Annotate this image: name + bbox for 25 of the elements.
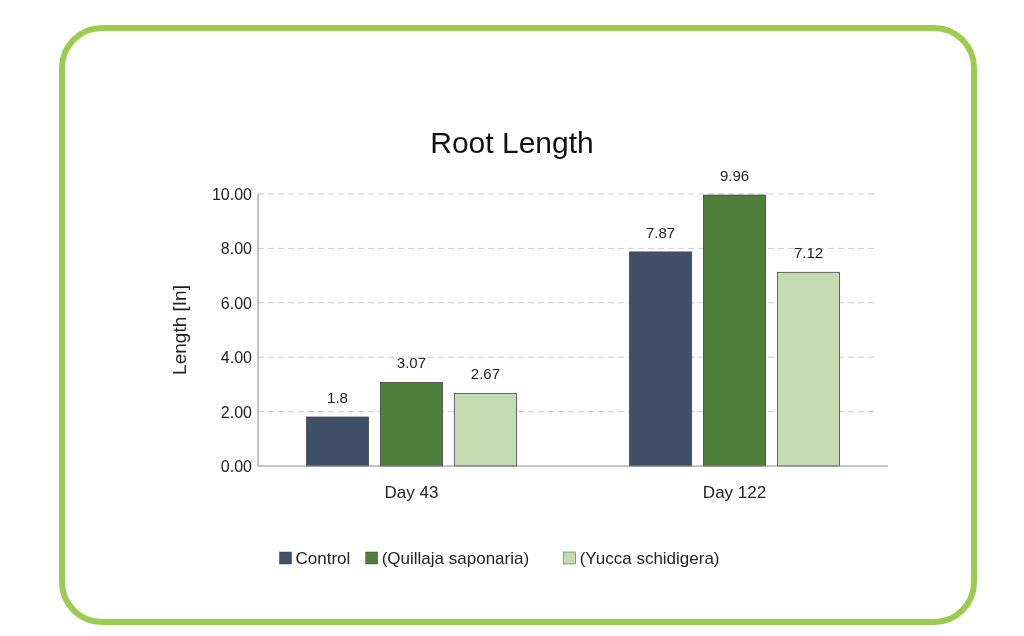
data-label: 7.12 xyxy=(793,244,824,262)
y-tick-label: 2.00 xyxy=(220,403,253,421)
data-label: 2.67 xyxy=(470,365,501,383)
y-tick-label: 4.00 xyxy=(220,349,253,367)
chart-title: Root Length xyxy=(430,126,594,159)
legend-label: (Yucca schidigera) xyxy=(579,549,720,568)
data-label: 7.87 xyxy=(645,223,676,241)
data-label: 1.8 xyxy=(327,389,348,407)
legend-label: Control xyxy=(295,549,351,568)
x-tick-label: Day 122 xyxy=(702,483,767,502)
data-label: 3.07 xyxy=(396,354,427,372)
y-tick-label: 6.00 xyxy=(220,294,253,312)
y-tick-label: 8.00 xyxy=(220,240,253,258)
bar xyxy=(380,382,443,467)
bar xyxy=(777,271,840,467)
y-axis-title: Length [In] xyxy=(169,285,190,375)
x-tick-label: Day 43 xyxy=(384,483,439,502)
legend-label: (Quillaja saponaria) xyxy=(381,549,530,568)
y-tick-label: 0.00 xyxy=(220,458,253,475)
data-label: 9.96 xyxy=(719,167,750,185)
y-tick-label: 10.00 xyxy=(211,186,253,203)
bar xyxy=(629,251,693,467)
bar xyxy=(703,194,766,467)
bar xyxy=(453,392,517,467)
bar xyxy=(306,416,369,467)
